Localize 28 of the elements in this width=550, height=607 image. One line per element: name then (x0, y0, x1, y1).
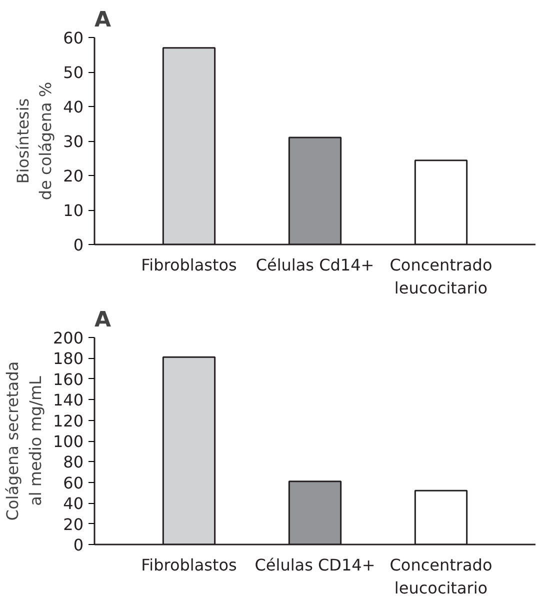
y-tick-label: 20 (63, 166, 84, 186)
y-tick-label: 160 (52, 370, 84, 389)
y-tick-label: 120 (52, 411, 84, 430)
y-tick-label: 0 (73, 536, 84, 554)
x-tick-label: Fibroblastos (141, 556, 237, 574)
y-tick-label: 40 (63, 494, 84, 514)
chart-title: A (94, 308, 112, 332)
y-tick-label: 140 (52, 390, 84, 410)
y-axis-title: Biosíntesis de colágena % (13, 82, 56, 200)
x-tick-label: Células Cd14+ (256, 256, 374, 274)
y-tick-label: 80 (63, 452, 84, 472)
x-tick-label: Fibroblastos (141, 256, 237, 274)
y-tick-label: 60 (63, 473, 84, 492)
y-tick-label: 100 (52, 432, 84, 451)
chart-title: A (94, 8, 112, 32)
x-tick-label: Células CD14+ (254, 556, 376, 574)
y-tick-label: 40 (63, 98, 84, 116)
x-tick-label: Concentrado leucocitario (390, 556, 492, 598)
y-tick-label: 60 (63, 28, 84, 48)
y-tick-label: 0 (73, 236, 84, 254)
x-tick-label: Concentrado leucocitario (390, 256, 492, 298)
y-axis-title: Colágena secretada al medio mg/mL (3, 361, 45, 521)
y-tick-label: 200 (52, 328, 84, 348)
y-tick-label: 30 (63, 132, 84, 151)
y-tick-label: 10 (63, 201, 84, 220)
y-tick-label: 50 (63, 63, 84, 82)
y-tick-label: 20 (63, 514, 84, 534)
y-tick-label: 180 (52, 349, 84, 368)
